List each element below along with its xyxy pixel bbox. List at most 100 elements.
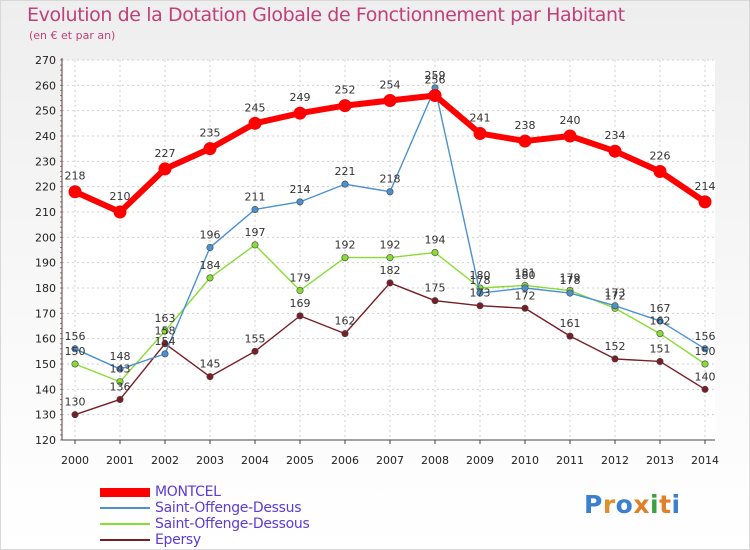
data-point xyxy=(428,88,442,102)
data-label: 218 xyxy=(380,173,401,186)
data-point xyxy=(71,360,79,368)
y-tick-label: 140 xyxy=(35,383,56,396)
legend-label: Epersy xyxy=(155,532,201,548)
data-label: 179 xyxy=(290,272,311,285)
x-tick-label: 2012 xyxy=(601,454,629,467)
x-tick-label: 2001 xyxy=(106,454,134,467)
data-point xyxy=(206,373,214,381)
data-label: 178 xyxy=(560,274,581,287)
x-tick-label: 2008 xyxy=(421,454,449,467)
x-tick-label: 2009 xyxy=(466,454,494,467)
data-label: 148 xyxy=(110,350,131,363)
legend-swatch xyxy=(100,523,150,525)
y-tick-label: 260 xyxy=(35,79,56,92)
x-tick-label: 2013 xyxy=(646,454,674,467)
data-point xyxy=(386,188,394,196)
data-point xyxy=(611,355,619,363)
data-label: 150 xyxy=(65,345,86,358)
data-label: 150 xyxy=(695,345,716,358)
data-point xyxy=(293,106,307,120)
data-label: 172 xyxy=(605,289,626,302)
data-label: 194 xyxy=(425,234,446,247)
data-label: 173 xyxy=(605,287,626,300)
logo-letter: t xyxy=(659,490,672,519)
data-point xyxy=(116,378,124,386)
data-label: 180 xyxy=(470,269,491,282)
data-label: 259 xyxy=(425,69,446,82)
logo-letter: o xyxy=(615,490,634,519)
data-point xyxy=(68,185,82,199)
data-label: 145 xyxy=(200,358,221,371)
data-point xyxy=(473,126,487,140)
data-point xyxy=(296,312,304,320)
chart-title: Evolution de la Dotation Globale de Fonc… xyxy=(27,4,625,26)
logo-letter: r xyxy=(602,490,616,519)
data-label: 245 xyxy=(245,101,266,114)
y-tick-label: 170 xyxy=(35,307,56,320)
x-tick-label: 2005 xyxy=(286,454,314,467)
data-label: 249 xyxy=(290,91,311,104)
x-tick-label: 2002 xyxy=(151,454,179,467)
data-point xyxy=(386,279,394,287)
y-tick-label: 270 xyxy=(35,54,56,67)
data-point xyxy=(338,99,352,113)
y-tick-label: 200 xyxy=(35,231,56,244)
data-label: 155 xyxy=(245,332,266,345)
legend-label: MONTCEL xyxy=(155,484,221,500)
data-label: 136 xyxy=(110,380,131,393)
data-point xyxy=(206,243,214,251)
data-label: 192 xyxy=(380,239,401,252)
data-label: 158 xyxy=(155,325,176,338)
data-point xyxy=(701,360,709,368)
y-tick-label: 240 xyxy=(35,130,56,143)
data-point xyxy=(701,385,709,393)
data-label: 179 xyxy=(560,272,581,285)
data-point xyxy=(341,330,349,338)
data-point xyxy=(248,116,262,130)
data-point xyxy=(383,94,397,108)
data-point xyxy=(521,284,529,292)
data-label: 154 xyxy=(155,335,176,348)
plot-area xyxy=(62,60,715,440)
data-point xyxy=(251,241,259,249)
y-tick-label: 250 xyxy=(35,105,56,118)
data-point xyxy=(341,254,349,262)
x-tick-label: 2007 xyxy=(376,454,404,467)
data-label: 163 xyxy=(155,312,176,325)
data-label: 156 xyxy=(65,330,86,343)
y-tick-label: 130 xyxy=(35,409,56,422)
data-point xyxy=(566,289,574,297)
data-point xyxy=(203,142,217,156)
data-point xyxy=(608,144,622,158)
logo-letter: i xyxy=(650,490,660,519)
data-label: 214 xyxy=(290,183,311,196)
data-point xyxy=(656,330,664,338)
data-label: 196 xyxy=(200,228,221,241)
data-label: 182 xyxy=(380,264,401,277)
data-point xyxy=(161,340,169,348)
data-label: 169 xyxy=(290,297,311,310)
y-tick-label: 150 xyxy=(35,358,56,371)
x-tick-label: 2011 xyxy=(556,454,584,467)
x-tick-label: 2000 xyxy=(61,454,89,467)
x-tick-label: 2006 xyxy=(331,454,359,467)
data-label: 181 xyxy=(515,266,536,279)
data-point xyxy=(518,134,532,148)
x-tick-label: 2014 xyxy=(691,454,719,467)
data-point xyxy=(611,302,619,310)
data-label: 234 xyxy=(605,129,626,142)
legend-swatch xyxy=(100,507,150,509)
data-label: 151 xyxy=(650,342,671,355)
data-label: 140 xyxy=(695,370,716,383)
x-tick-label: 2004 xyxy=(241,454,269,467)
data-point xyxy=(566,332,574,340)
data-point xyxy=(431,297,439,305)
y-tick-label: 190 xyxy=(35,257,56,270)
data-label: 175 xyxy=(425,282,446,295)
data-label: 184 xyxy=(200,259,221,272)
chart-subtitle: (en € et par an) xyxy=(29,29,116,42)
data-label: 192 xyxy=(335,239,356,252)
data-point xyxy=(206,274,214,282)
y-tick-label: 120 xyxy=(35,434,56,447)
